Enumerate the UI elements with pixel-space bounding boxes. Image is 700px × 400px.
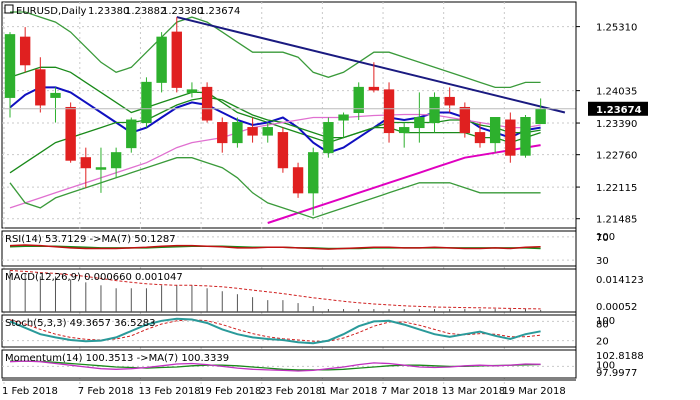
stoch-tick-label: 80	[596, 319, 609, 330]
date-label: 13 Mar 2018	[442, 386, 505, 397]
candle-body	[292, 167, 304, 194]
date-label: 23 Feb 2018	[260, 386, 322, 397]
price-tick-label: 1.23390	[596, 119, 637, 130]
overlay-line	[9, 113, 541, 209]
candle-body	[4, 34, 16, 98]
candle-body	[262, 127, 273, 136]
overlay-line	[9, 66, 541, 144]
candle-body	[444, 96, 455, 106]
candle-body	[398, 127, 410, 134]
candle-body	[489, 117, 501, 144]
stoch-title: Stoch(5,3,3) 49.3657 36.5283	[5, 318, 156, 329]
chart-title: EURUSD,Daily	[16, 6, 87, 17]
overlay-line	[10, 11, 541, 89]
candle-body	[201, 86, 213, 121]
momentum-tick-label: 100	[596, 360, 615, 371]
candle-body	[50, 92, 61, 98]
candle-body	[35, 69, 46, 106]
candle-body	[368, 86, 380, 91]
header-ohlc-value: 1.23674	[199, 6, 240, 17]
price-tick-label: 1.22115	[596, 183, 637, 194]
candle-body	[95, 167, 107, 170]
candle-body	[141, 81, 152, 124]
overlay-line	[9, 96, 541, 174]
candle-body	[232, 122, 243, 144]
date-label: 19 Feb 2018	[199, 386, 261, 397]
candle-body	[429, 96, 440, 124]
candle-body	[186, 89, 198, 93]
candle-body	[383, 89, 395, 134]
header-ohlc-value: 1.23882	[125, 6, 166, 17]
macd-tick-label: 0.014123	[596, 275, 644, 286]
stoch-tick-label: 100	[596, 316, 615, 327]
date-label: 1 Mar 2018	[320, 386, 377, 397]
macd-panel	[1, 268, 577, 313]
momentum-line	[9, 360, 541, 372]
macd-signal-line	[9, 270, 541, 310]
main-panel	[1, 1, 577, 229]
rsi-line	[9, 244, 541, 250]
price-tick-label: 1.24035	[596, 87, 637, 98]
date-label: 19 Mar 2018	[502, 386, 565, 397]
trendline	[176, 16, 566, 114]
macd-tick-label: 0.00052	[596, 302, 637, 313]
stoch-k-line	[9, 317, 541, 345]
title-icon	[4, 4, 14, 14]
candle-body	[277, 132, 289, 169]
candle-body	[171, 31, 182, 88]
candle-body	[323, 122, 334, 154]
momentum-tick-label: 97.9977	[596, 368, 637, 379]
rsi-tick-label: 100	[596, 232, 615, 243]
overlay-line	[9, 86, 541, 154]
last-price-box	[588, 101, 648, 116]
candle-body	[520, 117, 531, 156]
rsi-title: RSI(14) 53.7129 ->MA(7) 50.1287	[5, 234, 176, 245]
date-label: 13 Feb 2018	[138, 386, 200, 397]
overlay-line	[9, 157, 541, 219]
candle-body	[308, 152, 319, 194]
momentum-panel	[1, 349, 577, 379]
candle-body	[247, 127, 258, 136]
candle-body	[338, 114, 349, 121]
date-label: 7 Feb 2018	[78, 386, 134, 397]
momentum-title: Momentum(14) 100.3513 ->MA(7) 100.3339	[5, 353, 229, 364]
candle-body	[353, 86, 364, 113]
candle-body	[535, 108, 546, 125]
candle-body	[80, 157, 92, 169]
rsi-tick-label: 30	[596, 256, 609, 267]
candle-body	[217, 122, 228, 144]
stoch-tick-label: 20	[596, 337, 609, 348]
candle-body	[19, 36, 31, 66]
candle-body	[126, 119, 137, 149]
price-tick-label: 1.25310	[596, 23, 637, 34]
macd-title: MACD(12,26,9) 0.000660 0.001047	[5, 272, 183, 283]
rsi-tick-label: 70	[596, 233, 609, 244]
candle-body	[474, 132, 486, 144]
candle-body	[65, 106, 76, 161]
price-tick-label: 1.22760	[596, 151, 637, 162]
header-ohlc-value: 1.23380	[162, 6, 203, 17]
candle-body	[505, 119, 516, 156]
momentum-tick-label: 102.8188	[596, 351, 644, 362]
date-label: 1 Feb 2018	[2, 386, 58, 397]
last-price-label: 1.23674	[596, 105, 642, 116]
header-ohlc-value: 1.23380	[88, 6, 129, 17]
candle-body	[459, 106, 471, 134]
candle-body	[156, 36, 167, 83]
price-tick-label: 1.21485	[596, 215, 637, 226]
date-label: 7 Mar 2018	[381, 386, 438, 397]
candle-body	[110, 152, 122, 169]
candle-body	[414, 117, 425, 129]
